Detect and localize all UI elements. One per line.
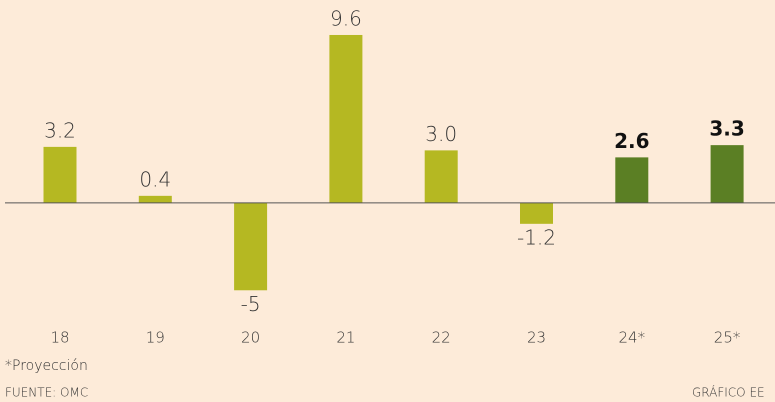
bar xyxy=(710,145,744,203)
x-tick-label: 21 xyxy=(336,329,355,347)
x-tick-label: 24* xyxy=(619,329,646,347)
value-label: 3.3 xyxy=(709,117,744,141)
value-label: 0.4 xyxy=(139,167,171,191)
bar xyxy=(615,157,649,203)
bar xyxy=(329,34,363,203)
bar xyxy=(520,202,553,224)
bar xyxy=(138,195,172,203)
bar xyxy=(43,146,77,203)
value-label: 3.2 xyxy=(44,118,76,142)
credit: GRÁFICO EE xyxy=(692,385,765,400)
bar xyxy=(234,202,268,291)
source: FUENTE: OMC xyxy=(5,386,88,400)
x-tick-label: 19 xyxy=(146,329,165,347)
x-tick-label: 20 xyxy=(241,329,260,347)
value-label: 9.6 xyxy=(330,6,362,30)
value-label: -5 xyxy=(241,292,261,316)
x-tick-label: 22 xyxy=(432,329,451,347)
x-tick-label: 23 xyxy=(527,329,546,347)
note: *Proyección xyxy=(5,358,88,374)
x-tick-label: 25* xyxy=(714,329,741,347)
value-label: -1.2 xyxy=(517,225,556,249)
x-tick-label: 18 xyxy=(50,329,69,347)
value-label: 2.6 xyxy=(614,129,649,153)
bar xyxy=(424,150,458,203)
value-label: 3.0 xyxy=(425,122,457,146)
